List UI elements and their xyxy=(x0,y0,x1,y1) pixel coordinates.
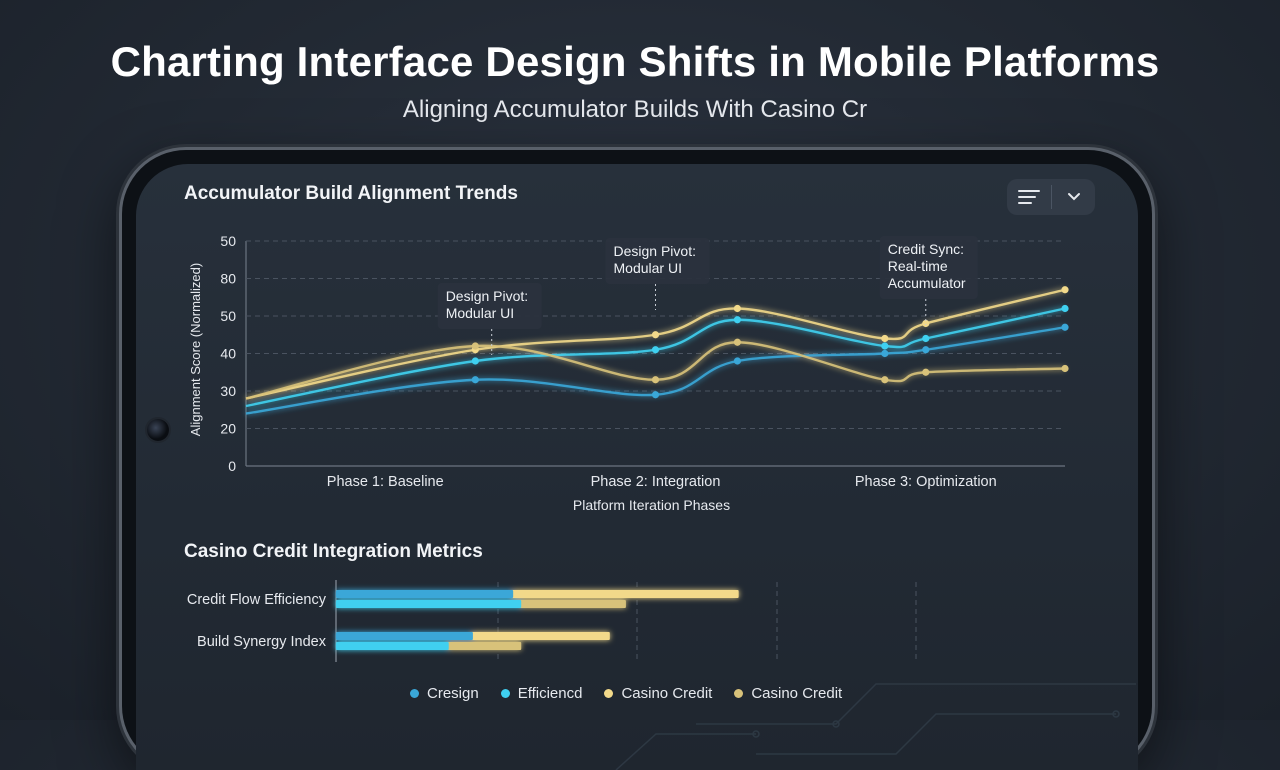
legend-label: Casino Credit xyxy=(751,685,843,702)
legend-swatch xyxy=(410,689,419,698)
legend-item: Casino Credit xyxy=(604,685,712,702)
menu-divider xyxy=(1051,185,1052,209)
phone-screen xyxy=(136,164,1138,770)
chevron-down-icon[interactable] xyxy=(1052,179,1095,215)
phone-frame xyxy=(122,150,1152,770)
page-headline: Charting Interface Design Shifts in Mobi… xyxy=(110,38,1160,85)
bar-chart-legend: Cresign Efficiencd Casino Credit Casino … xyxy=(410,685,842,702)
legend-swatch xyxy=(734,689,744,698)
chart-menu-control[interactable] xyxy=(1007,179,1095,215)
legend-label: Cresign xyxy=(427,685,479,702)
legend-label: Casino Credit xyxy=(621,685,713,702)
phone-top-button xyxy=(360,144,464,150)
legend-item: Cresign xyxy=(410,685,479,702)
camera-icon xyxy=(147,419,169,441)
legend-label: Efficiencd xyxy=(517,685,583,702)
line-chart-title: Accumulator Build Alignment Trends xyxy=(184,183,518,204)
page-subheadline: Aligning Accumulator Builds With Casino … xyxy=(0,96,1270,124)
bar-chart-title: Casino Credit Integration Metrics xyxy=(184,541,483,562)
legend-swatch xyxy=(604,689,614,698)
phone-side-button xyxy=(1152,488,1157,592)
legend-swatch xyxy=(500,689,510,698)
hamburger-icon[interactable] xyxy=(1007,179,1051,215)
legend-item: Casino Credit xyxy=(734,685,842,702)
legend-item: Efficiencd xyxy=(500,685,583,702)
subheadline-text: Aligning Accumulator Builds With Casino … xyxy=(402,96,868,123)
circuit-decoration xyxy=(615,683,1136,770)
